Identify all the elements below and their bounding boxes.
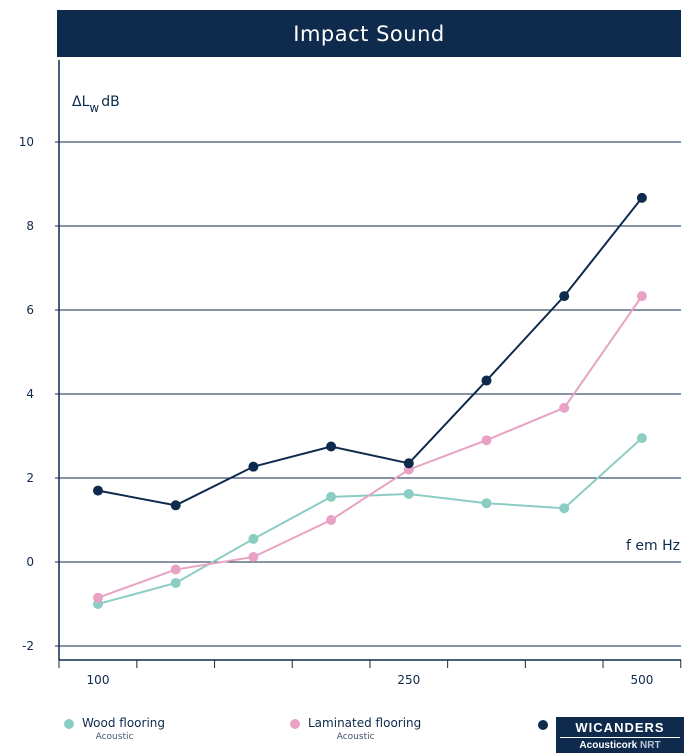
data-point-laminated bbox=[170, 564, 181, 575]
x-tick-label: 100 bbox=[87, 673, 110, 687]
data-point-wood bbox=[636, 433, 647, 444]
y-tick-label: 10 bbox=[19, 135, 34, 149]
data-point-wicanders bbox=[403, 458, 414, 469]
data-point-wicanders bbox=[559, 291, 570, 302]
brand-divider bbox=[560, 737, 680, 738]
legend-sub-wood: Acoustic bbox=[95, 732, 134, 742]
series-line-laminated bbox=[97, 295, 643, 599]
y-tick-label: -2 bbox=[22, 639, 34, 653]
data-point-wicanders bbox=[636, 192, 647, 203]
data-point-wood bbox=[170, 578, 181, 588]
y-tick-label: 2 bbox=[26, 471, 34, 485]
data-point-wicanders bbox=[93, 485, 103, 496]
legend-label-wood: Wood flooring bbox=[82, 716, 166, 730]
series-line-wood bbox=[97, 437, 643, 605]
data-point-laminated bbox=[636, 291, 647, 302]
data-point-laminated bbox=[559, 402, 570, 413]
x-tick-label: 250 bbox=[397, 673, 420, 687]
legend-marker-wood bbox=[64, 718, 74, 729]
data-point-wicanders bbox=[248, 461, 259, 472]
y-tick-label: 6 bbox=[26, 303, 34, 317]
brand-product-line: Acousticork NRT bbox=[556, 740, 684, 751]
data-point-wicanders bbox=[326, 441, 337, 452]
x-tick-label: 500 bbox=[630, 673, 653, 687]
brand-product: Acousticork bbox=[579, 740, 638, 751]
data-point-laminated bbox=[93, 592, 103, 603]
data-point-wood bbox=[481, 498, 492, 509]
data-point-wood bbox=[403, 488, 414, 499]
x-axis-label: f em Hz bbox=[626, 538, 680, 554]
y-tick-label: 8 bbox=[26, 219, 34, 233]
data-point-wicanders bbox=[481, 375, 492, 386]
y-axis-label: ΔLw dB bbox=[72, 94, 120, 115]
data-point-wood bbox=[326, 491, 337, 502]
series-line-wicanders bbox=[97, 197, 643, 507]
legend-marker-laminated bbox=[290, 718, 300, 729]
data-point-wood bbox=[248, 533, 259, 544]
y-tick-label: 0 bbox=[26, 555, 34, 569]
legend-marker-wicanders bbox=[538, 720, 548, 730]
brand-name: WICANDERS bbox=[575, 720, 665, 735]
data-point-wood bbox=[559, 503, 570, 514]
legend-item-wood: Wood flooring Acoustic bbox=[64, 716, 165, 742]
y-tick-label: 4 bbox=[26, 387, 34, 401]
wicanders-logo: WICANDERS Acousticork NRT bbox=[556, 717, 684, 753]
legend-sub-laminated: Acoustic bbox=[336, 732, 375, 742]
brand-suffix: NRT bbox=[640, 740, 661, 751]
data-point-laminated bbox=[481, 435, 492, 446]
data-point-laminated bbox=[326, 515, 337, 525]
legend-label-laminated: Laminated flooring bbox=[308, 716, 422, 730]
data-point-laminated bbox=[248, 551, 259, 562]
chart-title: Impact Sound bbox=[57, 10, 681, 57]
legend-item-laminated: Laminated flooring Acoustic bbox=[290, 716, 421, 742]
data-point-wicanders bbox=[170, 500, 181, 511]
